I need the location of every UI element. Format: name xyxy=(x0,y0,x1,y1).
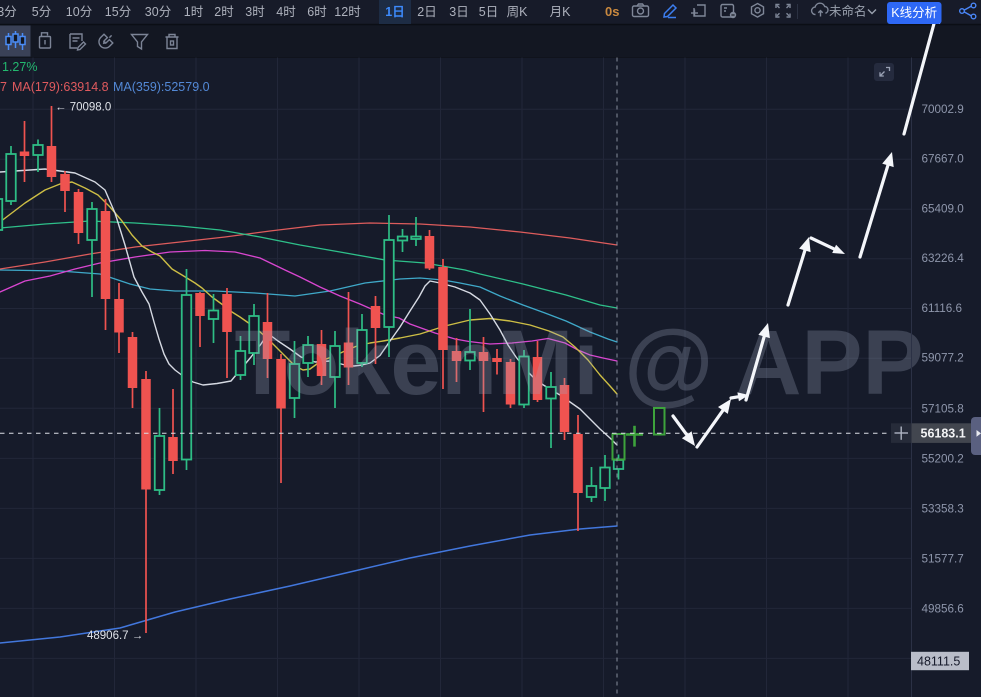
svg-text:49856.6: 49856.6 xyxy=(922,603,964,616)
svg-text:55200.2: 55200.2 xyxy=(922,453,964,466)
svg-text:4时: 4时 xyxy=(276,5,296,19)
svg-text:51577.7: 51577.7 xyxy=(922,553,964,566)
svg-text:2日: 2日 xyxy=(417,5,436,19)
svg-text:5分: 5分 xyxy=(32,5,51,19)
svg-text:7: 7 xyxy=(0,80,7,94)
svg-text:MA(359):52579.0: MA(359):52579.0 xyxy=(113,80,210,94)
svg-text:48906.7 →: 48906.7 → xyxy=(87,630,143,642)
svg-text:70002.9: 70002.9 xyxy=(922,103,964,116)
svg-text:3分: 3分 xyxy=(0,5,17,19)
svg-text:65409.0: 65409.0 xyxy=(922,203,965,216)
svg-text:57105.8: 57105.8 xyxy=(922,403,964,416)
svg-text:12时: 12时 xyxy=(334,5,361,19)
svg-text:56183.1: 56183.1 xyxy=(921,427,966,441)
svg-text:6时: 6时 xyxy=(307,5,327,19)
svg-text:3时: 3时 xyxy=(245,5,265,19)
svg-text:TokenMi @ APP: TokenMi @ APP xyxy=(234,312,923,414)
svg-text:10分: 10分 xyxy=(66,5,92,19)
svg-text:0s: 0s xyxy=(605,4,619,19)
svg-text:未命名: 未命名 xyxy=(829,4,867,19)
svg-text:15分: 15分 xyxy=(105,5,131,19)
svg-text:1日: 1日 xyxy=(385,5,404,19)
svg-text:3日: 3日 xyxy=(449,5,468,19)
svg-text:48111.5: 48111.5 xyxy=(917,655,960,669)
svg-text:周K: 周K xyxy=(507,5,529,19)
svg-text:63226.4: 63226.4 xyxy=(922,252,965,265)
svg-text:5日: 5日 xyxy=(479,5,498,19)
svg-text:30分: 30分 xyxy=(145,5,171,19)
svg-text:1时: 1时 xyxy=(184,5,204,19)
svg-text:1.27%: 1.27% xyxy=(2,60,37,74)
svg-text:61116.6: 61116.6 xyxy=(922,302,963,315)
svg-text:K线分析: K线分析 xyxy=(891,6,937,20)
svg-text:月K: 月K xyxy=(550,5,572,19)
svg-text:53358.3: 53358.3 xyxy=(922,503,964,516)
svg-text:← 70098.0: ← 70098.0 xyxy=(55,102,111,114)
svg-text:MA(179):63914.8: MA(179):63914.8 xyxy=(12,80,109,94)
svg-text:59077.2: 59077.2 xyxy=(922,352,964,365)
svg-text:67667.0: 67667.0 xyxy=(922,153,965,166)
svg-text:2时: 2时 xyxy=(214,5,234,19)
